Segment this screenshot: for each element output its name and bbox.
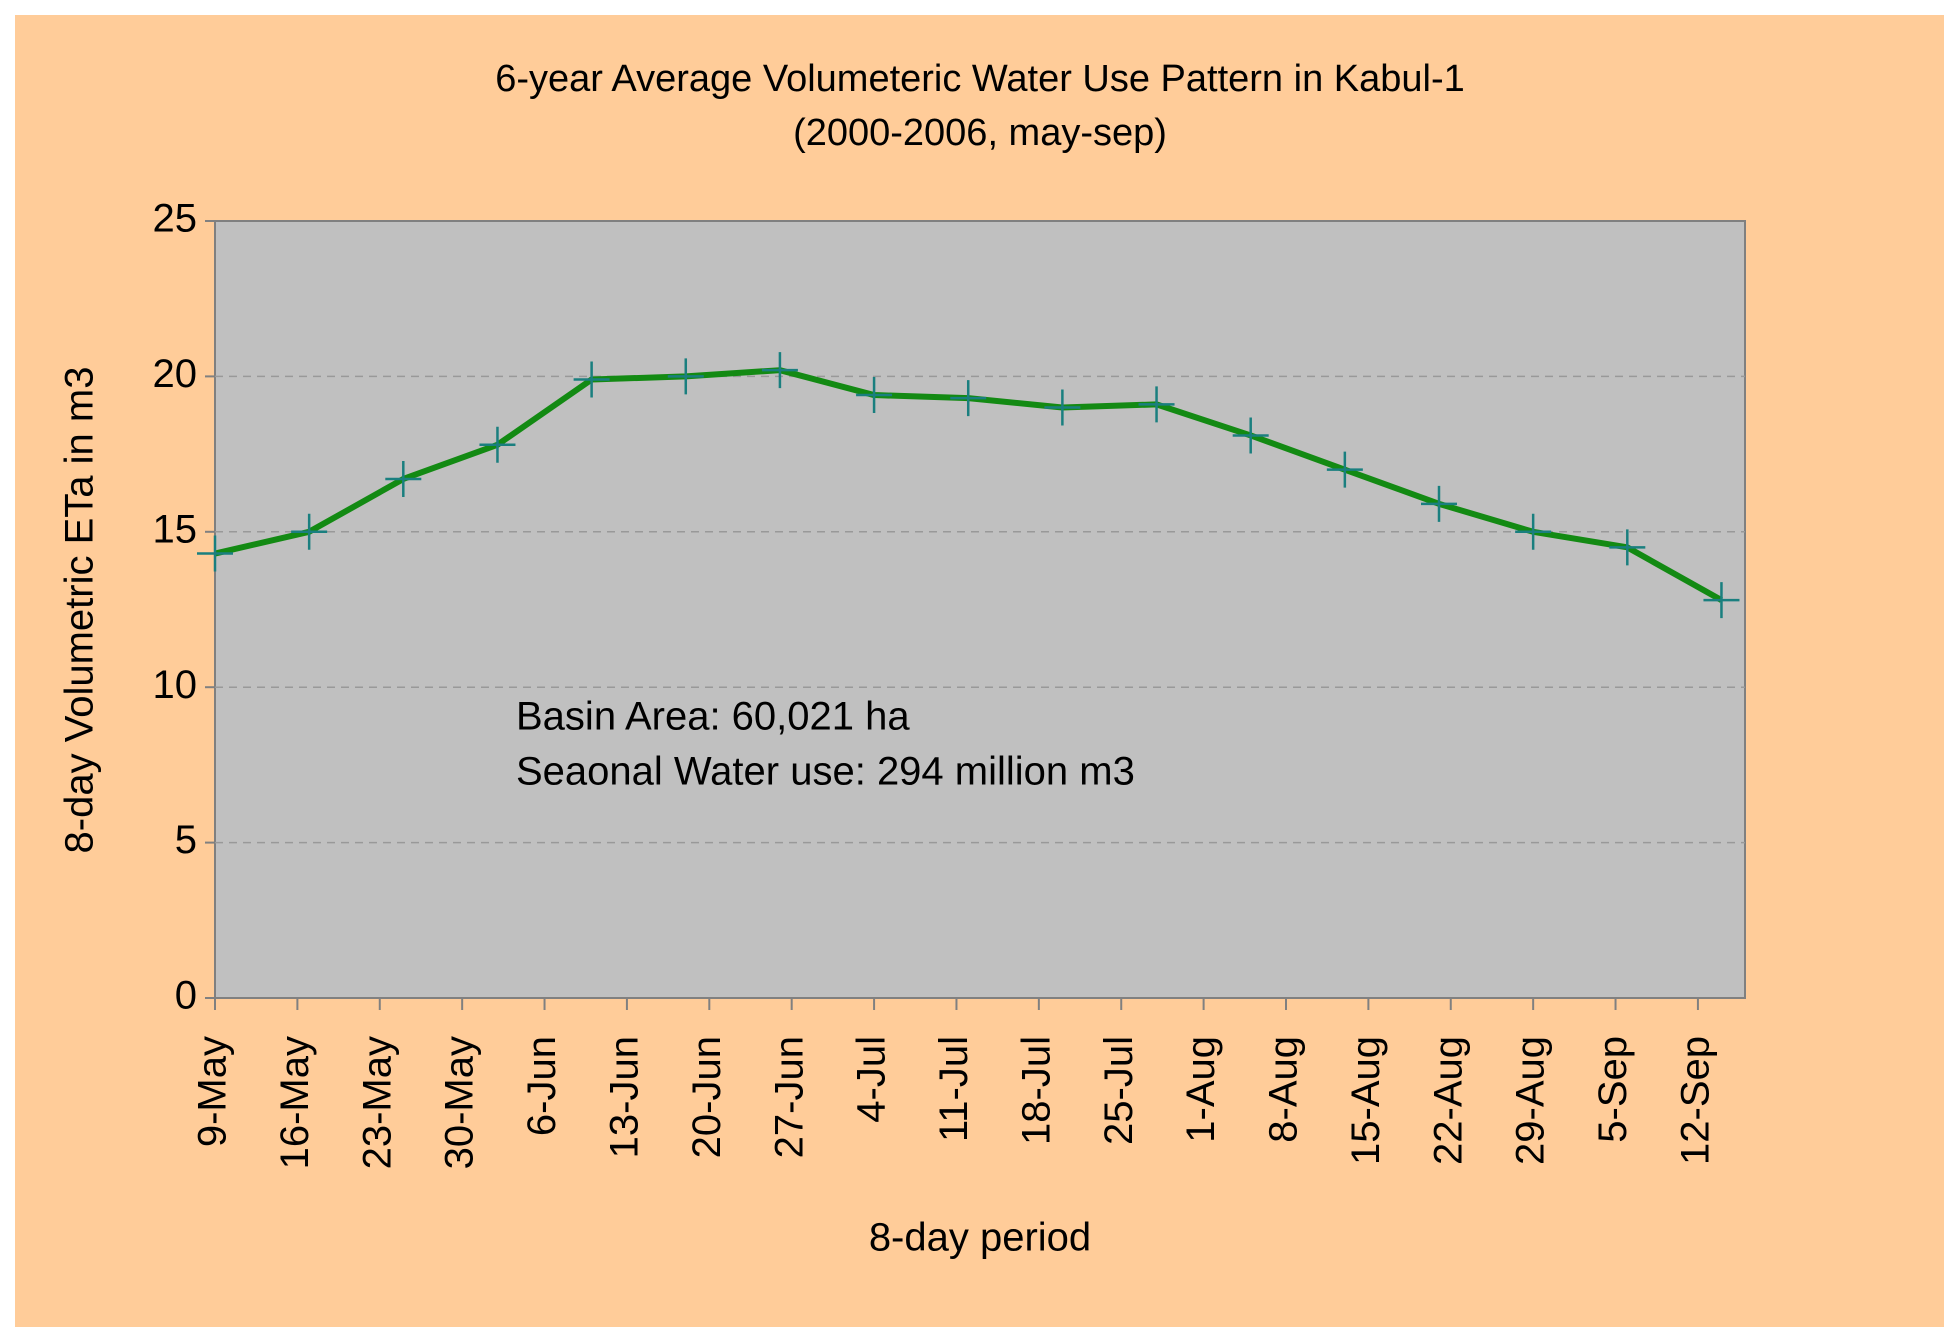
y-tick-label: 5 [175,818,197,862]
x-tick-label: 11-Jul [932,1036,976,1142]
x-tick-label: 5-Sep [1591,1036,1635,1143]
y-tick-label: 20 [153,352,198,396]
chart-subtitle: (2000-2006, may-sep) [793,112,1167,154]
marker [1326,451,1363,488]
x-tick-label: 8-Aug [1262,1036,1306,1143]
marker [197,535,233,572]
marker [573,361,610,398]
annotation: Seaonal Water use: 294 million m3 [516,750,1135,794]
y-tick-label: 15 [153,507,198,551]
x-tick-label: 16-May [273,1036,317,1169]
x-tick-label: 6-Jun [520,1036,564,1136]
x-tick-label: 9-May [191,1036,235,1147]
x-tick-label: 27-Jun [767,1036,811,1158]
x-tick-label: 18-Jul [1014,1036,1058,1145]
marker [1703,582,1740,619]
marker [479,426,516,463]
chart-title: 6-year Average Volumeteric Water Use Pat… [495,58,1464,100]
x-tick-label: 30-May [438,1036,482,1169]
x-tick-label: 4-Jul [850,1036,894,1123]
x-tick-label: 29-Aug [1509,1036,1553,1165]
x-tick-label: 15-Aug [1344,1036,1388,1165]
marker [1609,529,1646,566]
x-tick-label: 23-May [355,1036,399,1169]
x-tick-label: 22-Aug [1426,1036,1470,1165]
marker [291,513,328,550]
y-axis-label: 8-day Volumetric ETa in m3 [58,367,102,854]
marker [385,460,422,497]
marker [1421,485,1457,522]
x-tick-label: 1-Aug [1179,1036,1223,1143]
x-tick-label: 25-Jul [1097,1036,1141,1145]
y-tick-label: 10 [153,663,198,707]
marker [1138,386,1175,423]
y-tick-label: 25 [153,197,198,241]
marker [856,377,893,414]
x-tick-label: 13-Jun [602,1036,646,1158]
marker [1044,389,1081,426]
x-tick-label: 12-Sep [1673,1036,1717,1165]
x-axis-label: 8-day period [869,1216,1091,1260]
plot-area [214,220,1746,999]
annotation: Basin Area: 60,021 ha [516,695,910,739]
marker [761,352,798,389]
marker [667,358,704,395]
marker [950,380,987,417]
marker [1232,417,1269,454]
x-tick-label: 20-Jun [685,1036,729,1158]
marker [1515,513,1552,550]
y-tick-label: 0 [175,974,197,1018]
